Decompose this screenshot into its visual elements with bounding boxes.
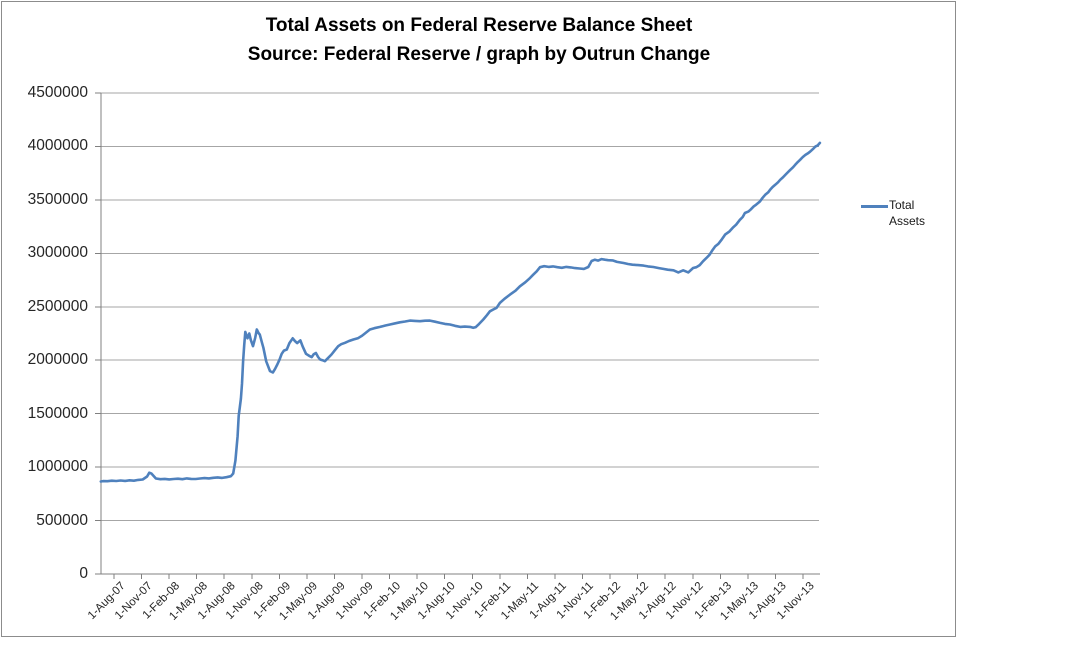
y-axis-label: 2000000 [27,351,88,369]
y-axis-label: 1500000 [27,404,88,422]
y-axis-label: 1000000 [27,458,88,476]
y-axis-label: 4500000 [27,84,88,101]
chart-subtitle: Source: Federal Reserve / graph by Outru… [247,44,711,65]
total-assets-series-line [99,141,822,483]
y-axis-label: 2500000 [27,297,88,315]
y-axis-label: 4000000 [27,137,88,155]
chart-title-block: Total Assets on Federal Reserve Balance … [2,11,956,69]
y-axis-label: 3500000 [27,190,88,208]
chart-title: Total Assets on Federal Reserve Balance … [265,15,693,36]
y-axis-label: 0 [79,565,88,582]
legend-label-total-assets: Total Assets [889,198,926,228]
legend: Total Assets [861,197,935,229]
legend-line-sample [861,205,888,208]
y-axis-label: 3000000 [27,244,88,262]
chart-frame [1,1,956,637]
y-axis-label: 500000 [36,511,88,529]
